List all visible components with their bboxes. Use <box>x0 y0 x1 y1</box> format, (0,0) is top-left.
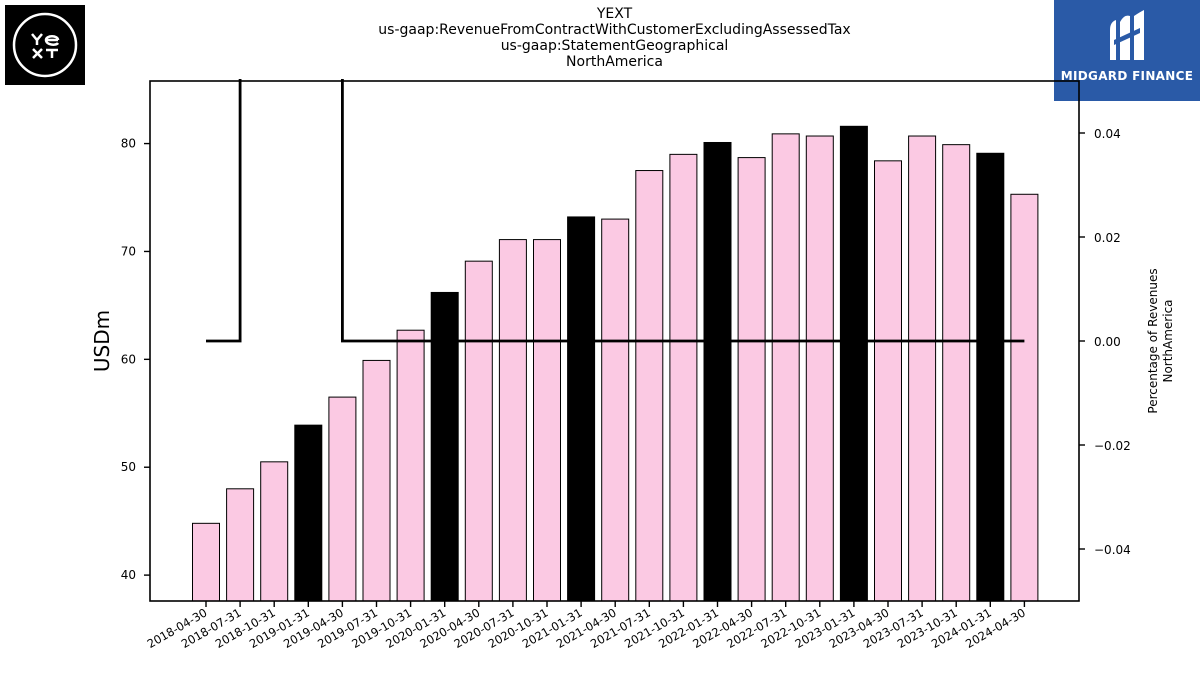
bar-2023-10-31 <box>942 144 971 602</box>
bar-2022-01-31 <box>703 141 732 602</box>
title-line-1: YEXT <box>596 6 633 22</box>
title-line-4: NorthAmerica <box>566 54 663 70</box>
bar-2022-10-31 <box>805 135 834 602</box>
bar-2019-10-31 <box>396 329 425 602</box>
bar-2018-10-31 <box>260 461 289 602</box>
chart-title: YEXT us-gaap:RevenueFromContractWithCust… <box>150 6 1079 70</box>
y2-tick-label: 0.02 <box>1094 231 1121 245</box>
bar-2020-07-31 <box>498 239 527 602</box>
bar-2021-04-30 <box>601 218 630 602</box>
yext-logo <box>5 5 85 85</box>
y-tick-label: 60 <box>121 352 136 366</box>
percentage-line-group <box>206 79 1025 343</box>
bar-2019-07-31 <box>362 359 391 602</box>
x-axis: 2018-04-302018-07-312018-10-312019-01-31… <box>145 601 1028 651</box>
bar-2018-07-31 <box>226 488 255 602</box>
bar-2024-04-30 <box>1010 193 1039 602</box>
bar-2024-01-31 <box>976 152 1005 602</box>
y2-tick-label: −0.02 <box>1094 439 1131 453</box>
y-axis-right: −0.04 −0.02 0.00 0.02 0.04 <box>1079 127 1131 557</box>
bar-2023-01-31 <box>839 125 868 602</box>
y-tick-label: 50 <box>121 460 136 474</box>
percentage-line-segment <box>206 79 242 343</box>
bar-2018-04-30 <box>192 522 220 602</box>
bar-2019-01-31 <box>294 424 323 602</box>
bar-2020-04-30 <box>464 260 493 602</box>
bar-2022-07-31 <box>771 133 800 602</box>
y-tick-label: 40 <box>121 568 136 582</box>
y-axis-left: 40 50 60 70 80 <box>121 137 150 582</box>
y2-axis-label-line: Percentage of Revenues <box>1146 268 1160 413</box>
bar-2021-01-31 <box>567 216 596 602</box>
bar-2020-01-31 <box>430 291 459 602</box>
y-axis-label: USDm <box>90 310 114 372</box>
bar-2021-10-31 <box>669 153 698 602</box>
bar-group <box>192 125 1039 602</box>
percentage-line-segment <box>341 79 1025 343</box>
y-tick-label: 70 <box>121 244 136 258</box>
title-line-3: us-gaap:StatementGeographical <box>500 38 729 54</box>
bar-2021-07-31 <box>635 170 664 602</box>
midgard-finance-text: MIDGARD FINANCE <box>1060 69 1194 83</box>
y-tick-label: 80 <box>121 137 136 151</box>
bar-2023-07-31 <box>908 135 937 602</box>
y2-tick-label: 0.00 <box>1094 335 1121 349</box>
bar-2023-04-30 <box>874 160 902 602</box>
title-line-2: us-gaap:RevenueFromContractWithCustomerE… <box>378 22 851 38</box>
y2-axis-label: Percentage of RevenuesNorthAmerica <box>1146 268 1175 413</box>
midgard-finance-logo: MIDGARD FINANCE <box>1054 0 1200 101</box>
bar-2022-04-30 <box>737 157 766 602</box>
yext-logo-icon <box>12 12 78 78</box>
y2-axis-label-line: NorthAmerica <box>1161 299 1175 382</box>
y2-tick-label: −0.04 <box>1094 543 1131 557</box>
y2-tick-label: 0.04 <box>1094 127 1121 141</box>
midgard-finance-logo-icon <box>1110 10 1144 61</box>
bar-2020-10-31 <box>533 239 561 602</box>
bar-2019-04-30 <box>328 396 357 602</box>
